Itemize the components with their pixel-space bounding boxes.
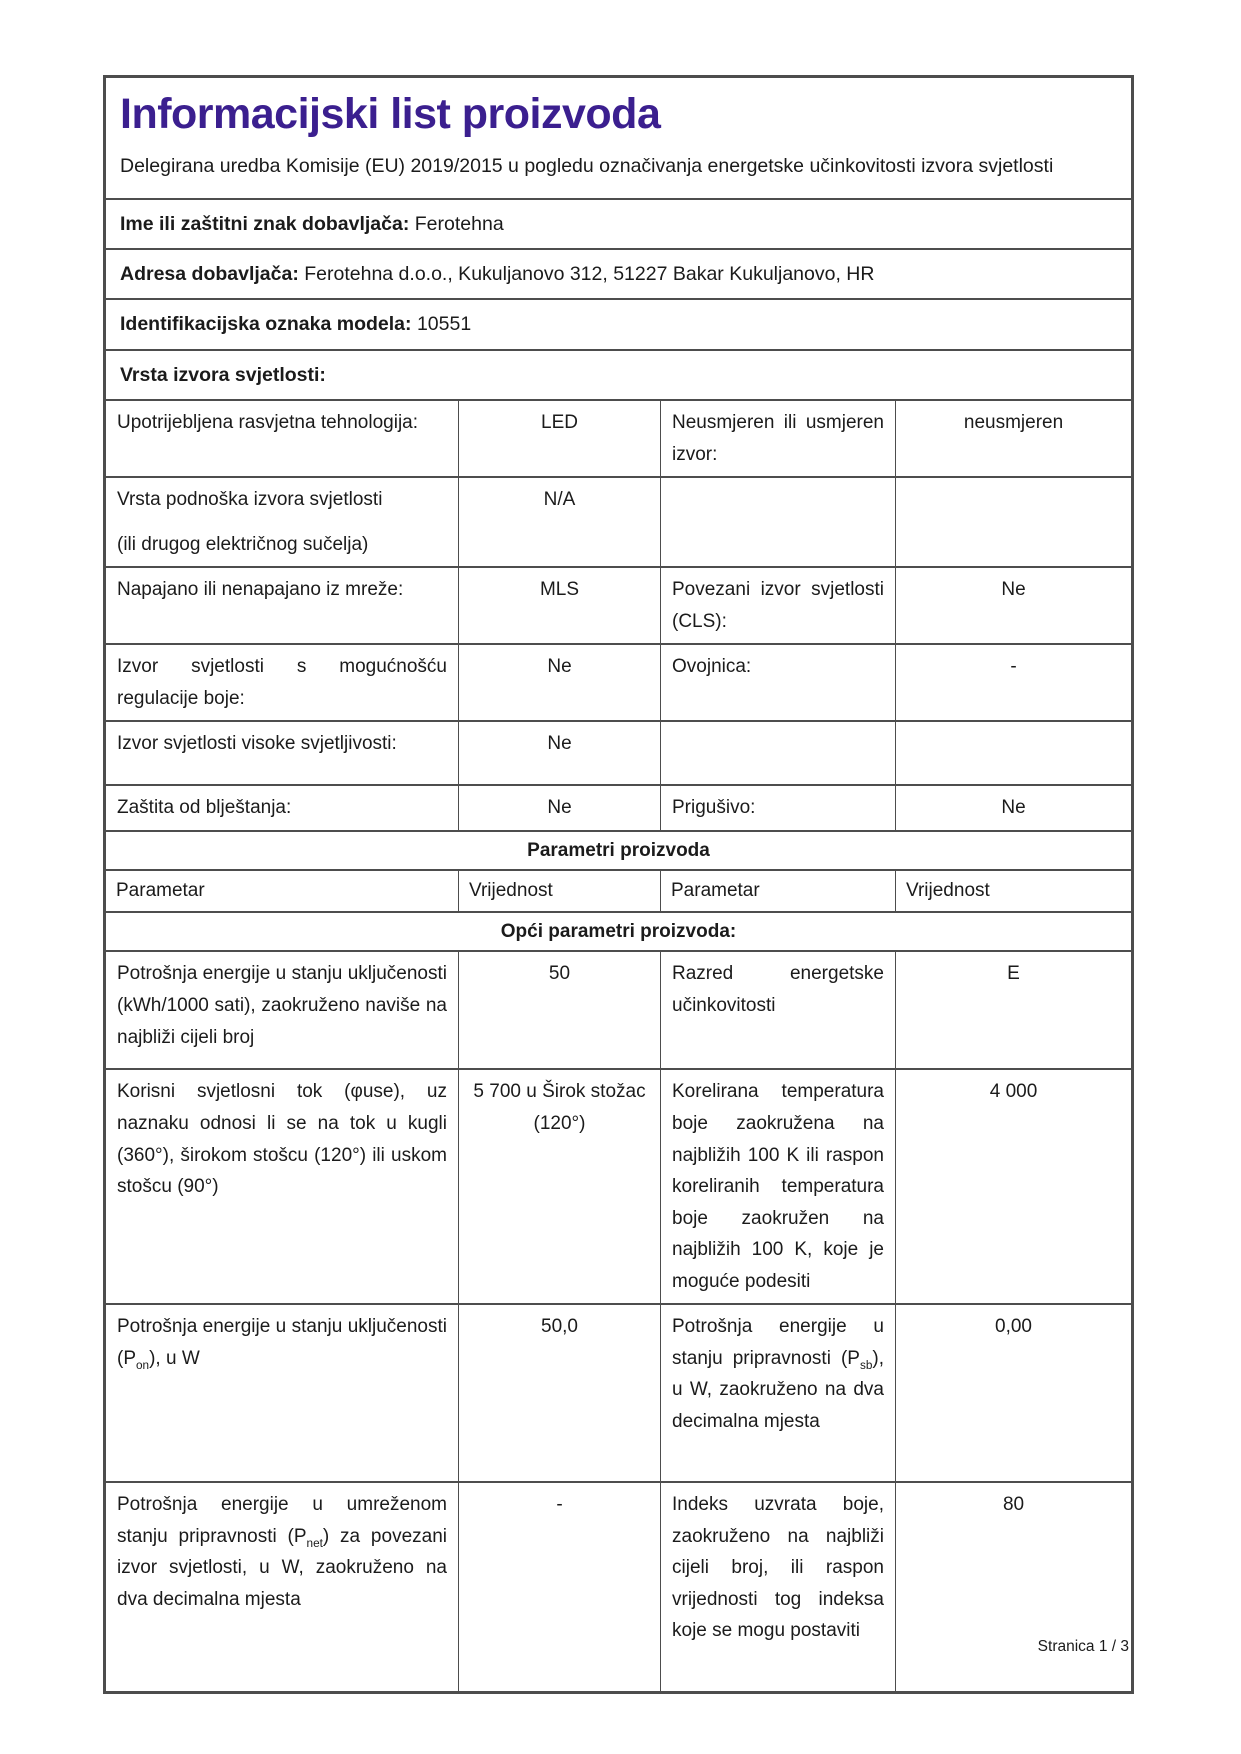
param-label-cell: Potrošnja energije u stanju uključenosti… bbox=[104, 1303, 459, 1484]
param-value-cell: Ne bbox=[458, 643, 661, 723]
table-row: Vrsta izvora svjetlosti: bbox=[103, 348, 1134, 402]
column-header: Parametar bbox=[104, 869, 459, 913]
param-label-cell: Razred energetske učinkovitosti bbox=[660, 950, 896, 1071]
title-cell: Informacijski list proizvoda Delegirana … bbox=[103, 75, 1134, 200]
regulation-subtitle: Delegirana uredba Komisije (EU) 2019/201… bbox=[120, 155, 1054, 178]
column-header: Parametar bbox=[660, 869, 896, 913]
subscript: net bbox=[306, 1536, 323, 1550]
product-info-sheet: Informacijski list proizvoda Delegirana … bbox=[103, 75, 1135, 1695]
param-label-cell: Prigušivo: bbox=[660, 784, 896, 832]
param-label-line: Vrsta podnoška izvora svjetlosti bbox=[117, 489, 383, 511]
field-label: Ime ili zaštitni znak dobavljača: bbox=[120, 212, 410, 235]
table-row: Potrošnja energije u umreženom stanju pr… bbox=[104, 1481, 1134, 1694]
param-value-cell: - bbox=[894, 643, 1134, 723]
param-value-cell: MLS bbox=[458, 566, 661, 646]
param-label-cell: Izvor svjetlosti visoke svjetljivosti: bbox=[104, 720, 459, 787]
param-value-cell: Ne bbox=[458, 720, 661, 787]
table-row: Napajano ili nenapajano iz mreže: MLS Po… bbox=[104, 566, 1134, 646]
param-label-cell bbox=[660, 720, 896, 787]
param-label-cell: Potrošnja energije u stanju uključenosti… bbox=[104, 950, 459, 1071]
table-row: Upotrijebljena rasvjetna tehnologija: LE… bbox=[104, 399, 1134, 479]
field-value: 10551 bbox=[416, 313, 472, 336]
supplier-name-cell: Ime ili zaštitni znak dobavljača: Ferote… bbox=[103, 197, 1134, 251]
param-value-cell: 5 700 u Širok stožac (120°) bbox=[458, 1068, 661, 1306]
param-value-cell bbox=[894, 720, 1134, 787]
table-row: Potrošnja energije u stanju uključenosti… bbox=[104, 950, 1134, 1071]
title-row: Informacijski list proizvoda Delegirana … bbox=[103, 75, 1134, 200]
column-header-row: Parametar Vrijednost Parametar Vrijednos… bbox=[104, 869, 1134, 913]
section-header: Parametri proizvoda bbox=[103, 829, 1134, 872]
param-value-cell: E bbox=[894, 950, 1134, 1071]
param-label-cell: Indeks uzvrata boje, zaokruženo na najbl… bbox=[660, 1481, 896, 1694]
table-row: Identifikacijska oznaka modela: 10551 bbox=[103, 298, 1134, 351]
param-label-cell: Povezani izvor svjetlosti (CLS): bbox=[660, 566, 896, 646]
param-value-cell: 50 bbox=[458, 950, 661, 1071]
param-label-part: Potrošnja energije u stanju uključenosti… bbox=[117, 1316, 447, 1369]
subscript: sb bbox=[859, 1358, 873, 1372]
subscript: on bbox=[136, 1358, 150, 1372]
param-value-cell: 0,00 bbox=[894, 1303, 1134, 1484]
table-row: Izvor svjetlosti visoke svjetljivosti: N… bbox=[104, 720, 1134, 787]
field-label: Adresa dobavljača: bbox=[120, 263, 299, 286]
param-label-cell: Vrsta podnoška izvora svjetlosti (ili dr… bbox=[104, 476, 459, 569]
table-row: Zaštita od blještanja: Ne Prigušivo: Ne bbox=[104, 784, 1134, 832]
param-label-cell: Korelirana temperatura boje zaokružena n… bbox=[660, 1068, 896, 1306]
field-value: Ferotehna bbox=[414, 212, 504, 235]
param-label-cell: Potrošnja energije u umreženom stanju pr… bbox=[104, 1481, 459, 1694]
table-row: Vrsta podnoška izvora svjetlosti (ili dr… bbox=[104, 476, 1134, 569]
field-label: Identifikacijska oznaka modela: bbox=[120, 313, 412, 336]
param-value-cell: Ne bbox=[894, 566, 1134, 646]
section-header: Opći parametri proizvoda: bbox=[103, 910, 1134, 953]
light-source-type-cell: Vrsta izvora svjetlosti: bbox=[103, 348, 1134, 402]
param-value-cell: Ne bbox=[894, 784, 1134, 832]
model-id-cell: Identifikacijska oznaka modela: 10551 bbox=[103, 298, 1134, 351]
param-label-part: ), u W bbox=[149, 1347, 200, 1369]
param-value-cell: Ne bbox=[458, 784, 661, 832]
param-label-cell: Upotrijebljena rasvjetna tehnologija: bbox=[104, 399, 459, 479]
param-label-cell: Izvor svjetlosti s mogućnošću regulacije… bbox=[104, 643, 459, 723]
param-value-cell: neusmjeren bbox=[894, 399, 1134, 479]
param-label-cell: Zaštita od blještanja: bbox=[104, 784, 459, 832]
param-label-part: ) za povezani izvor svjetlosti, u W, zao… bbox=[117, 1525, 447, 1610]
param-value-cell bbox=[894, 476, 1134, 569]
param-label-part: Potrošnja energije u stanju pripravnosti… bbox=[672, 1316, 884, 1369]
param-label-cell: Potrošnja energije u stanju pripravnosti… bbox=[660, 1303, 896, 1484]
table-row: Korisni svjetlosni tok (φuse), uz naznak… bbox=[104, 1068, 1134, 1306]
param-label-part: ), u W, zaokruženo na dva decimalna mjes… bbox=[672, 1347, 884, 1432]
param-value-cell: 4 000 bbox=[894, 1068, 1134, 1306]
field-label: Vrsta izvora svjetlosti: bbox=[120, 363, 326, 386]
param-value-cell: 50,0 bbox=[458, 1303, 661, 1484]
param-label-part: Potrošnja energije u umreženom stanju pr… bbox=[117, 1494, 447, 1547]
column-header: Vrijednost bbox=[458, 869, 661, 913]
param-value-cell: 80 bbox=[894, 1481, 1134, 1694]
table-row: Izvor svjetlosti s mogućnošću regulacije… bbox=[104, 643, 1134, 723]
param-value-cell: LED bbox=[458, 399, 661, 479]
section-header-row: Parametri proizvoda bbox=[103, 829, 1134, 872]
param-label-cell bbox=[660, 476, 896, 569]
section-header-row: Opći parametri proizvoda: bbox=[103, 910, 1134, 953]
page-title: Informacijski list proizvoda bbox=[120, 90, 661, 138]
field-value: Ferotehna d.o.o., Kukuljanovo 312, 51227… bbox=[304, 263, 875, 286]
column-header: Vrijednost bbox=[894, 869, 1134, 913]
param-value-cell: - bbox=[458, 1481, 661, 1694]
param-value-cell: N/A bbox=[458, 476, 661, 569]
table-row: Adresa dobavljača: Ferotehna d.o.o., Kuk… bbox=[103, 248, 1134, 301]
page-number: Stranica 1 / 3 bbox=[1037, 1638, 1129, 1655]
param-label-line: (ili drugog električnog sučelja) bbox=[117, 533, 369, 555]
table-row: Potrošnja energije u stanju uključenosti… bbox=[104, 1303, 1134, 1484]
param-label-cell: Neusmjeren ili usmjeren izvor: bbox=[660, 399, 896, 479]
supplier-address-cell: Adresa dobavljača: Ferotehna d.o.o., Kuk… bbox=[103, 248, 1134, 301]
table-row: Ime ili zaštitni znak dobavljača: Ferote… bbox=[103, 197, 1134, 251]
param-label-cell: Ovojnica: bbox=[660, 643, 896, 723]
param-label-cell: Korisni svjetlosni tok (φuse), uz naznak… bbox=[104, 1068, 459, 1306]
param-label-cell: Napajano ili nenapajano iz mreže: bbox=[104, 566, 459, 646]
